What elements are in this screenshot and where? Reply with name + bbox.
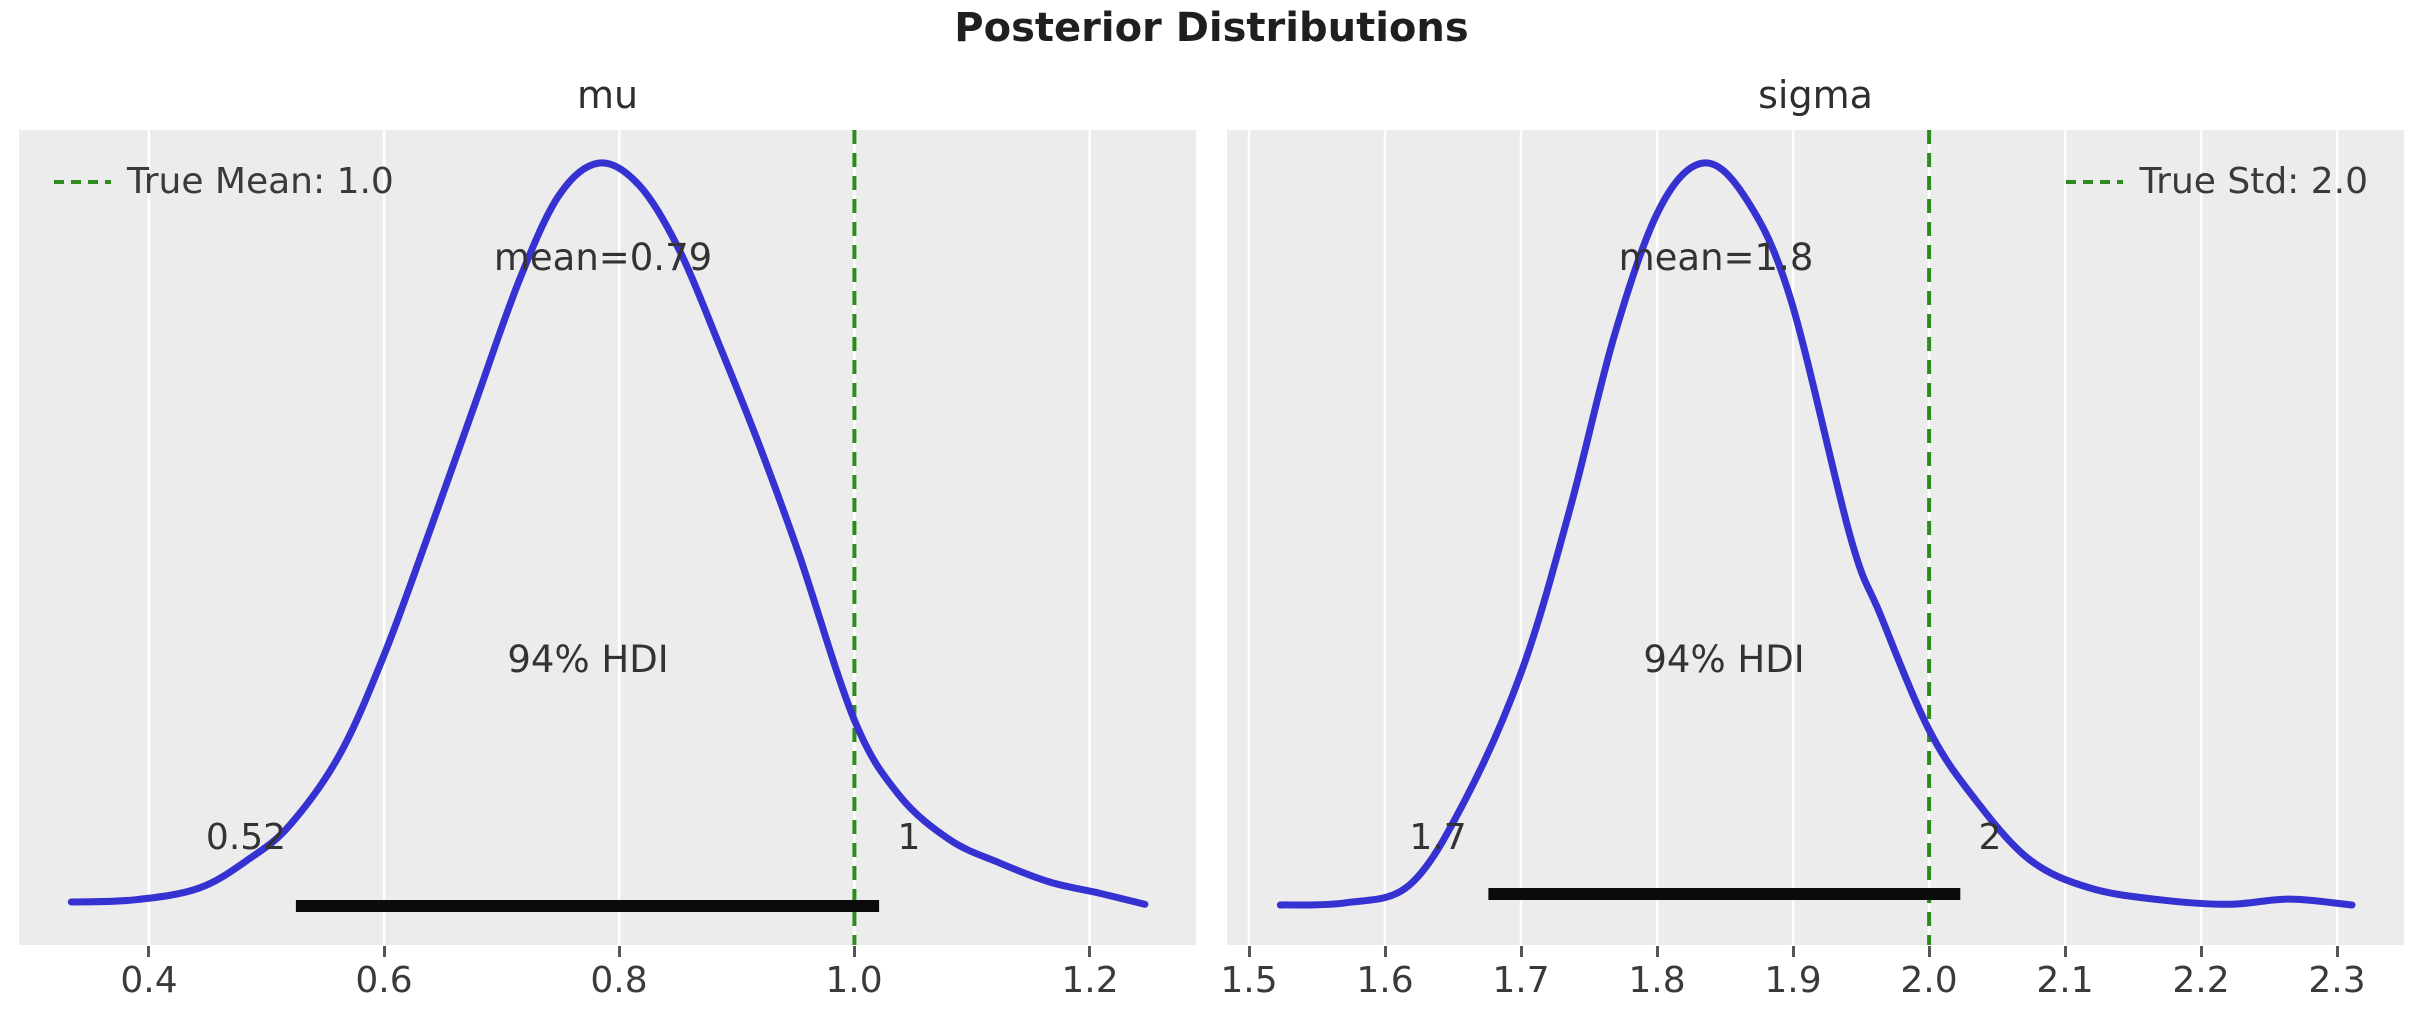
- x-axis-tick: [2064, 946, 2067, 957]
- legend-label: True Mean: 1.0: [127, 161, 394, 202]
- hdi-bar: [1488, 888, 1961, 900]
- kde-curve: [1276, 159, 2356, 909]
- x-axis-tick-label: 2.0: [1900, 960, 1958, 1001]
- x-axis-tick: [1248, 946, 1251, 957]
- true-mean-dashed-line-icon: [54, 180, 111, 184]
- hdi-lower-label: 0.52: [205, 817, 287, 858]
- x-axis-tick: [2200, 946, 2203, 957]
- subplot-sigma-panel: True Std: 2.0 mean=1.8 94% HDI 1.7 2: [1227, 130, 2404, 945]
- x-axis-tick-label: 1.9: [1764, 960, 1822, 1001]
- x-axis-tick: [1520, 946, 1523, 957]
- subplot-title-mu: mu: [576, 73, 639, 117]
- legend-label: True Std: 2.0: [2139, 161, 2368, 202]
- figure-title: Posterior Distributions: [954, 5, 1469, 51]
- kde-curve: [67, 159, 1149, 908]
- x-axis-tick: [1384, 946, 1387, 957]
- hdi-interval-label: 94% HDI: [1643, 638, 1805, 681]
- x-axis-tick: [853, 946, 856, 957]
- x-axis-tick: [1792, 946, 1795, 957]
- hdi-bar: [295, 900, 880, 912]
- x-axis-tick-label: 1.7: [1492, 960, 1550, 1001]
- hdi-upper-label: 1: [897, 817, 921, 858]
- subplot-title-sigma: sigma: [1758, 73, 1873, 117]
- mu-plot-canvas: [67, 130, 1149, 945]
- mean-label: mean=1.8: [1618, 236, 1814, 279]
- mean-label: mean=0.79: [493, 236, 713, 279]
- true-std-dashed-line-icon: [2066, 180, 2124, 184]
- x-axis-tick-label: 1.5: [1220, 960, 1278, 1001]
- hdi-upper-label: 2: [1978, 817, 2002, 858]
- hdi-lower-label: 1.7: [1409, 817, 1467, 858]
- sigma-plot-canvas: [1247, 130, 2356, 945]
- x-axis-tick: [618, 946, 621, 957]
- x-axis-tick-label: 1.6: [1356, 960, 1414, 1001]
- x-axis-tick-label: 2.2: [2172, 960, 2230, 1001]
- legend-sigma: True Std: 2.0: [2066, 160, 2368, 204]
- x-axis-tick: [147, 946, 150, 957]
- legend-mu: True Mean: 1.0: [54, 160, 394, 204]
- x-axis-tick-label: 1.0: [825, 960, 883, 1001]
- x-axis-tick-label: 0.6: [355, 960, 413, 1001]
- hdi-interval-label: 94% HDI: [507, 638, 669, 681]
- x-axis-tick: [2336, 946, 2339, 957]
- subplot-mu-panel: True Mean: 1.0 mean=0.79 94% HDI 0.52 1: [19, 130, 1196, 945]
- x-axis-tick: [1928, 946, 1931, 957]
- x-axis-tick: [1088, 946, 1091, 957]
- x-axis-tick-label: 1.8: [1628, 960, 1686, 1001]
- x-axis-tick-label: 2.1: [2036, 960, 2094, 1001]
- x-axis-tick-label: 2.3: [2308, 960, 2366, 1001]
- x-axis-tick-label: 0.8: [590, 960, 648, 1001]
- x-axis-tick-label: 0.4: [120, 960, 178, 1001]
- x-axis-tick: [1656, 946, 1659, 957]
- x-axis-tick: [383, 946, 386, 957]
- x-axis-tick-label: 1.2: [1061, 960, 1119, 1001]
